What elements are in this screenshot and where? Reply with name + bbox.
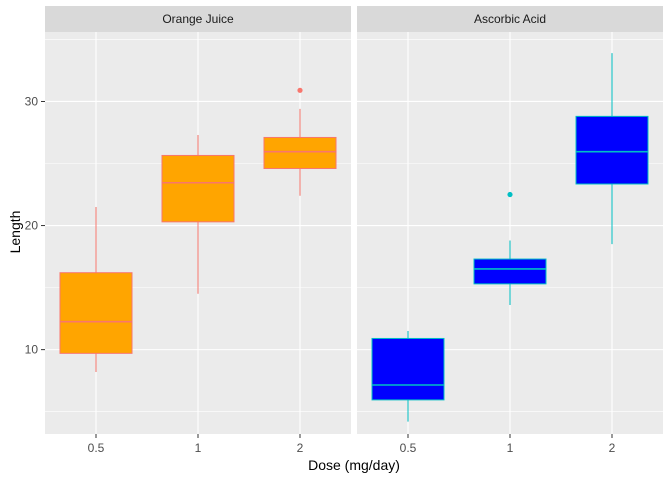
box-1 xyxy=(161,134,235,294)
x-tick-label: 2 xyxy=(297,441,304,455)
facet-strip xyxy=(45,6,351,32)
facet-strip-label: Orange Juice xyxy=(162,12,234,26)
outlier-point xyxy=(507,191,513,198)
box-body xyxy=(371,337,445,401)
y-tick-label: 20 xyxy=(25,219,39,233)
x-tick-label: 0.5 xyxy=(400,441,417,455)
box-body xyxy=(575,115,649,185)
x-tick-label: 1 xyxy=(507,441,514,455)
box-body xyxy=(59,272,133,354)
panel-2: Ascorbic Acid 0.5 1 2 xyxy=(357,6,663,455)
box-0.5 xyxy=(59,206,133,372)
box-body xyxy=(473,258,547,285)
panel-1: Orange Juice 0.5 1 2 xyxy=(45,6,351,455)
facet-strip xyxy=(357,6,663,32)
x-axis-title: Dose (mg/day) xyxy=(308,457,400,473)
y-tick-label: 30 xyxy=(25,94,39,108)
box-2 xyxy=(263,87,337,196)
x-tick-label: 0.5 xyxy=(88,441,105,455)
x-tick-label: 1 xyxy=(195,441,202,455)
box-1 xyxy=(473,191,547,305)
y-tick-label: 10 xyxy=(25,343,39,357)
box-2 xyxy=(575,53,649,245)
y-axis-title: Length xyxy=(7,211,23,254)
facet-strip-label: Ascorbic Acid xyxy=(474,12,546,26)
y-axis: 10 20 30 xyxy=(25,94,45,357)
x-tick-label: 2 xyxy=(609,441,616,455)
box-body xyxy=(161,154,235,223)
box-0.5 xyxy=(371,331,445,422)
box-body xyxy=(263,136,337,169)
outlier-point xyxy=(297,87,303,93)
